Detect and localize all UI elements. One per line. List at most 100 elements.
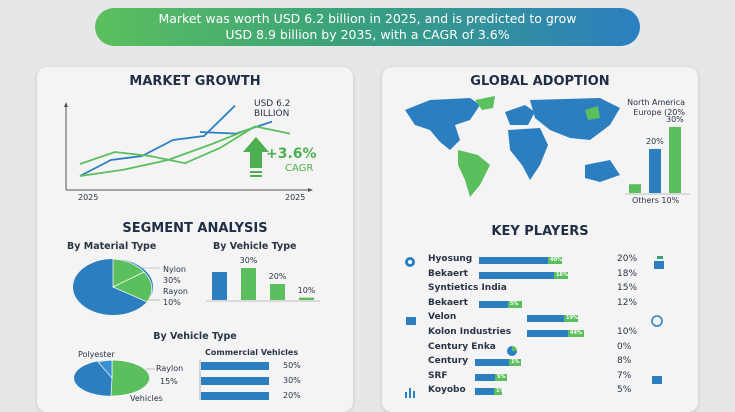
region-legend: North America Europe (20% <box>627 98 685 117</box>
player-bar-label: 1% <box>494 388 505 396</box>
commercial-bar <box>201 377 269 385</box>
player-bar: 16% <box>479 271 568 279</box>
player-row: Koyobo 1% 5% <box>0 385 735 399</box>
global-adoption-title: GLOBAL ADOPTION <box>470 74 610 89</box>
player-row: Bekaert 5% 12% <box>0 298 735 312</box>
vehicle-bar <box>299 297 314 300</box>
player-bar: 1% <box>475 359 521 367</box>
player-row: Kolon Industries 44% 10% <box>0 327 735 341</box>
vehicle-bar-label: 30% <box>239 256 258 265</box>
player-name: Century <box>428 356 469 367</box>
player-row: Velon 19% <box>0 312 735 326</box>
europe <box>505 105 535 125</box>
banner-line-2: USD 8.9 billion by 2035, with a CAGR of … <box>225 27 510 42</box>
player-bar-label: 5% <box>495 373 507 381</box>
segment-charts <box>73 258 320 400</box>
player-share: 15% <box>617 283 638 294</box>
value-label: USD 6.2 BILLION <box>254 99 291 119</box>
material-pie-labels: Nylon 30% Rayon 10% <box>163 265 188 307</box>
raylon-pct: 15% <box>160 377 178 386</box>
vehicle-pie-polyester <box>97 359 113 379</box>
greenland <box>475 96 495 110</box>
machine-icon <box>654 256 664 269</box>
player-row: Hyosung 40% 20% <box>0 254 735 268</box>
banner-line-1: Market was worth USD 6.2 billion in 2025… <box>158 11 577 26</box>
australia <box>585 160 620 182</box>
segment-title: SEGMENT ANALYSIS <box>122 221 268 236</box>
vehicle-type-title-2: By Vehicle Type <box>153 331 237 342</box>
player-share: 20% <box>617 254 638 264</box>
raylon-label: Raylon <box>156 364 184 373</box>
player-row: Century 1% 8% <box>0 356 735 370</box>
player-name: SRF <box>428 370 448 381</box>
vehicle-bar <box>270 284 285 300</box>
region-bar-label: 20% <box>646 137 664 146</box>
player-name: Velon <box>428 312 457 323</box>
building-icon <box>406 317 416 325</box>
cagr-value: +3.6% <box>266 146 317 162</box>
player-bar: 40% <box>479 257 562 264</box>
left-card <box>37 67 353 412</box>
player-share: 10% <box>617 327 638 337</box>
material-pie-rayon <box>112 271 153 303</box>
commercial-bar-label: 50% <box>283 361 301 370</box>
series-line-blue-1 <box>79 104 236 177</box>
headline-banner: Market was worth USD 6.2 billion in 2025… <box>95 8 640 46</box>
player-bar: 44% <box>527 330 584 337</box>
player-bar-label: 16% <box>554 271 568 279</box>
china <box>585 106 600 120</box>
player-bar: 5% <box>475 373 507 381</box>
globe-icon <box>651 315 663 327</box>
player-bar-label: 44% <box>568 330 584 337</box>
commercial-bar <box>201 362 269 370</box>
truck-icon <box>652 376 662 384</box>
vehicle-bar <box>212 272 227 300</box>
player-name: Century Enka <box>428 341 496 352</box>
vehicle-pie-green <box>110 359 150 397</box>
region-bar <box>649 149 661 193</box>
polyester-label: Polyester <box>78 350 115 359</box>
player-row: Syntietics India 15% <box>0 283 735 297</box>
commercial-vehicles-label: Commercial Vehicles <box>205 348 299 357</box>
player-share: 5% <box>617 385 632 396</box>
south-america <box>458 150 490 197</box>
region-bar <box>669 127 681 193</box>
region-bar-label: 30% <box>666 115 684 124</box>
vehicle-bar <box>241 268 256 300</box>
player-share: 8% <box>617 356 632 367</box>
player-row: Century Enka 0% <box>0 342 735 356</box>
player-row: SRF 5% 7% <box>0 371 735 385</box>
cagr-label: CAGR <box>285 163 314 174</box>
vehicle-bar-label: 10% <box>297 285 316 295</box>
player-share: 18% <box>617 268 638 279</box>
world-map <box>405 96 690 197</box>
market-growth-title: MARKET GROWTH <box>129 74 261 89</box>
player-name: Kolon Industries <box>428 327 512 337</box>
series-line-green-2 <box>79 125 257 177</box>
player-bar-label: 1% <box>509 359 521 367</box>
north-america <box>405 98 480 150</box>
player-share: 0% <box>617 341 632 352</box>
market-growth-chart <box>64 102 313 192</box>
player-bar-label: 40% <box>548 257 562 264</box>
player-bar: 1% <box>475 388 505 396</box>
player-bar: 5% <box>479 300 522 308</box>
up-arrow-icon <box>243 137 269 177</box>
factory-icon <box>405 257 415 267</box>
player-row: Bekaert 16% 18% <box>0 269 735 283</box>
player-name: Syntietics India <box>428 283 507 294</box>
commercial-bar <box>201 392 269 400</box>
commercial-bar-label: 20% <box>283 391 301 400</box>
player-name: Bekaert <box>428 268 468 279</box>
player-bar-label: 5% <box>508 300 522 308</box>
player-name: Hyosung <box>428 254 473 264</box>
key-players-title: KEY PLAYERS <box>491 224 589 239</box>
material-type-title: By Material Type <box>67 241 157 252</box>
vehicle-type-title: By Vehicle Type <box>213 241 297 252</box>
bar-chart-icon <box>405 388 415 398</box>
africa <box>508 128 548 180</box>
others-label: Others 10% <box>632 196 680 205</box>
x-tick-end: 2025 <box>285 193 306 202</box>
player-bar: 19% <box>527 315 578 323</box>
player-share: 12% <box>617 297 638 308</box>
